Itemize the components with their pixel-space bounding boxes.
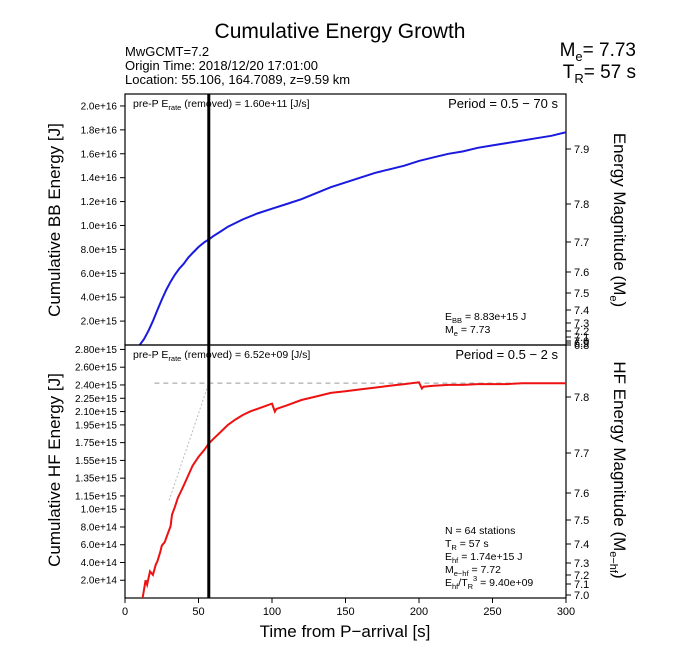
stations-annotation: N = 64 stations <box>445 525 515 537</box>
x-tick-label: 250 <box>483 606 501 618</box>
y-tick-label: 1.15e+15 <box>75 491 117 502</box>
bottom-period-label: Period = 0.5 − 2 s <box>455 347 558 362</box>
y2-tick-label: 7.3 <box>574 558 589 570</box>
location-line: Location: 55.106, 164.7089, z=9.59 km <box>125 72 351 87</box>
event-magnitude-line: MwGCMT=7.2 <box>125 44 210 59</box>
y2-tick-label: 7.2 <box>574 570 589 582</box>
top-y-axis-title: Cumulative BB Energy [J] <box>45 123 64 317</box>
y-tick-label: 2.10e+15 <box>75 407 117 418</box>
y-tick-label: 6.0e+15 <box>81 269 118 280</box>
bottom-y2-axis-title: HF Energy Magnitude (Me−hf) <box>607 361 629 578</box>
y-tick-label: 1.35e+15 <box>75 474 117 485</box>
y2-tick-label: 7.5 <box>574 288 589 300</box>
y2-tick-label: 7.6 <box>574 267 589 279</box>
y-tick-label: 1.2e+16 <box>81 197 118 208</box>
y-tick-label: 1.95e+15 <box>75 420 117 431</box>
y-tick-label: 1.55e+15 <box>75 456 117 467</box>
ratio-annotation: Ehf/TR3 = 9.40e+09 <box>445 574 533 591</box>
ehf-annotation: Ehf = 1.74e+15 J <box>445 551 523 565</box>
y-tick-label: 1.6e+16 <box>81 149 118 160</box>
hf-energy-panel: 2.0e+14 4.0e+14 6.0e+14 8.0e+14 1.0e+15 1.15e… <box>75 344 589 618</box>
y-tick-label: 2.40e+15 <box>75 380 117 391</box>
y2-tick-label: 7.3 <box>574 318 589 330</box>
rupture-duration-header: TR= 57 s <box>562 62 636 86</box>
x-tick-label: 150 <box>336 606 354 618</box>
y2-tick-label: 6.8 <box>574 340 589 352</box>
energy-magnitude-header: Me= 7.73 <box>559 40 636 64</box>
y2-tick-label: 6.9 <box>574 338 589 350</box>
y2-tick-label: 7.7 <box>574 237 589 249</box>
y-tick-label: 2.80e+15 <box>75 345 117 356</box>
x-tick-label: 0 <box>122 606 128 618</box>
y-tick-label: 2.0e+14 <box>81 576 118 587</box>
y-tick-label: 6.0e+14 <box>81 540 118 551</box>
y-tick-label: 1.4e+16 <box>81 173 118 184</box>
chart-title: Cumulative Energy Growth <box>214 20 466 43</box>
bottom-pre-p-annotation: pre-P Erate (removed) = 6.52e+09 [J/s] <box>133 349 310 363</box>
y2-tick-label: 7.0 <box>574 336 589 348</box>
y-tick-label: 1.0e+15 <box>81 505 118 516</box>
x-tick-label: 300 <box>557 606 575 618</box>
y-tick-label: 8.0e+14 <box>81 522 118 533</box>
top-pre-p-annotation: pre-P Erate (removed) = 1.60e+11 [J/s] <box>133 98 310 112</box>
mehf-annotation: Me−hf = 7.72 <box>445 564 501 578</box>
y-tick-label: 2.0e+15 <box>81 317 118 328</box>
tr-annotation: TR = 57 s <box>445 538 489 552</box>
y2-tick-label: 7.6 <box>574 488 589 500</box>
y-tick-label: 8.0e+15 <box>81 245 118 256</box>
slope-dashed-line <box>168 383 210 501</box>
y2-tick-label: 7.5 <box>574 515 589 527</box>
y-tick-label: 1.75e+15 <box>75 438 117 449</box>
y-tick-label: 1.8e+16 <box>81 125 118 136</box>
y2-tick-label: 7.4 <box>574 305 589 317</box>
y2-tick-label: 7.8 <box>574 392 589 404</box>
y2-tick-label: 7.4 <box>574 539 589 551</box>
x-tick-label: 50 <box>192 606 204 618</box>
bb-energy-line <box>138 131 566 345</box>
y2-tick-label: 7.1 <box>574 579 589 591</box>
y2-tick-label: 7.8 <box>574 199 589 211</box>
top-plot-frame <box>124 93 567 346</box>
me-annotation: Me = 7.73 <box>445 324 490 338</box>
top-period-label: Period = 0.5 − 70 s <box>448 96 558 111</box>
y2-tick-label: 7.0 <box>574 590 589 602</box>
top-y2-axis-title: Energy Magnitude (Me) <box>607 133 629 307</box>
ebb-annotation: EBB = 8.83e+15 J <box>445 311 526 325</box>
y2-tick-label: 7.7 <box>574 448 589 460</box>
y2-tick-label: 7.1 <box>574 332 589 344</box>
y-tick-label: 4.0e+15 <box>81 293 118 304</box>
y-tick-label: 2.25e+15 <box>75 394 117 405</box>
y-tick-label: 2.60e+15 <box>75 363 117 374</box>
x-tick-label: 100 <box>263 606 281 618</box>
bottom-y-axis-title: Cumulative HF Energy [J] <box>45 373 64 567</box>
y2-tick-label: 7.2 <box>574 326 589 338</box>
x-tick-label: 200 <box>410 606 428 618</box>
y-tick-label: 4.0e+14 <box>81 558 118 569</box>
y-tick-label: 1.0e+16 <box>81 221 118 232</box>
origin-time-line: Origin Time: 2018/12/20 17:01:00 <box>125 58 318 73</box>
y-tick-label: 2.0e+16 <box>81 101 118 112</box>
y2-tick-label: 7.9 <box>574 144 589 156</box>
hf-energy-line <box>141 381 566 598</box>
x-axis-title: Time from P−arrival [s] <box>260 622 431 641</box>
